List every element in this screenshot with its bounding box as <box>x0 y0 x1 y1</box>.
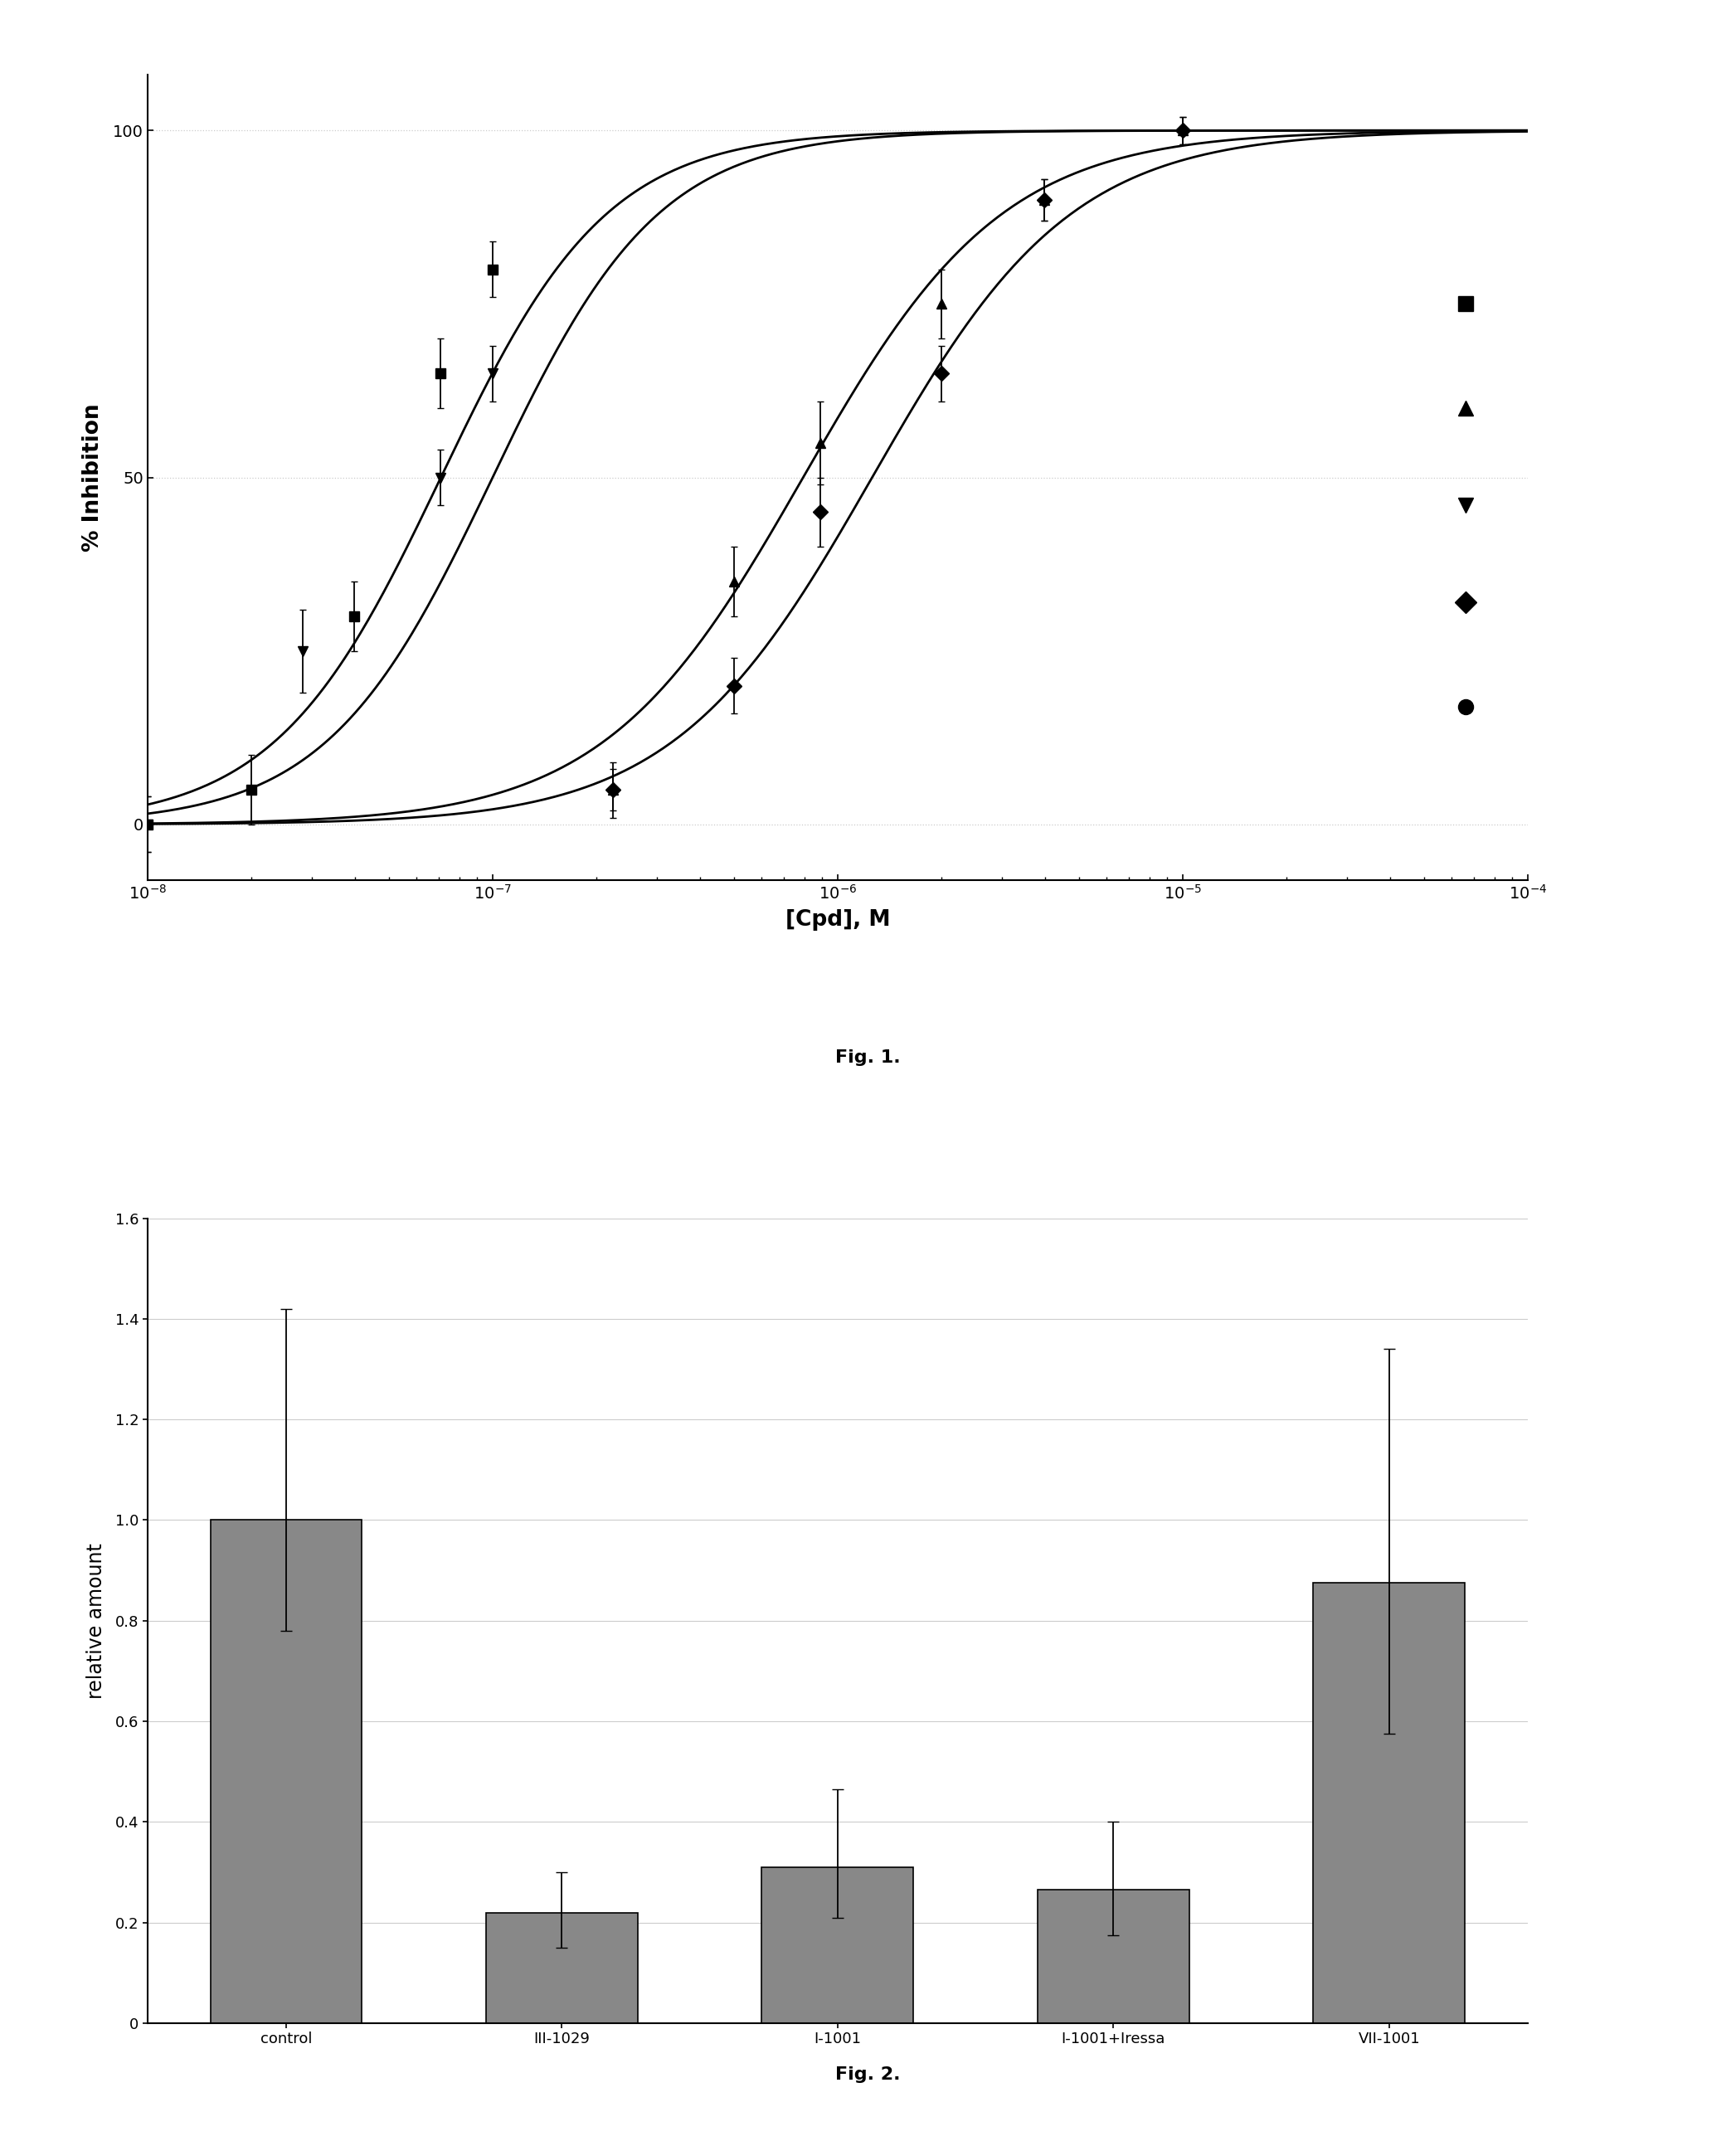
Bar <box>210 1520 361 2023</box>
Text: Fig. 1.: Fig. 1. <box>835 1049 901 1066</box>
Bar <box>1038 1891 1189 2023</box>
Bar <box>762 1867 913 2023</box>
Bar <box>1314 1582 1465 2023</box>
Y-axis label: % Inhibition: % Inhibition <box>82 403 104 552</box>
Bar <box>486 1912 637 2023</box>
X-axis label: [Cpd], M: [Cpd], M <box>785 910 891 931</box>
Text: Fig. 2.: Fig. 2. <box>835 2066 901 2083</box>
Y-axis label: relative amount: relative amount <box>87 1544 106 1698</box>
